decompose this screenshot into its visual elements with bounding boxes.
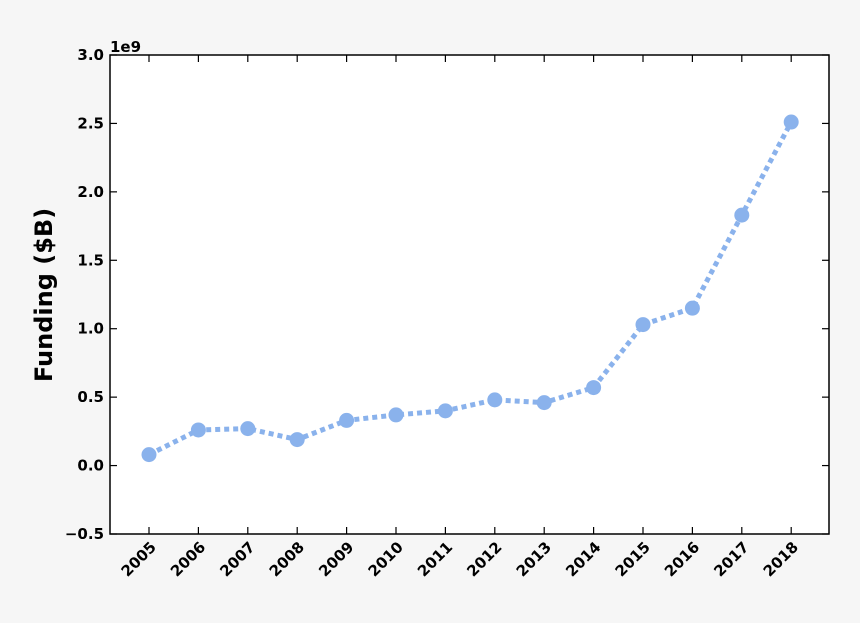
- data-point: [190, 422, 206, 438]
- x-tick-label: 2013: [513, 538, 555, 580]
- data-point: [437, 403, 453, 419]
- x-tick-label: 2008: [266, 538, 308, 580]
- x-tick-label: 2010: [365, 538, 407, 580]
- data-point: [289, 432, 305, 448]
- data-point: [586, 380, 602, 396]
- x-tick-label: 2017: [710, 538, 752, 580]
- y-offset-label: 1e9: [110, 38, 141, 56]
- data-point: [734, 207, 750, 223]
- x-tick-label: 2015: [612, 538, 654, 580]
- x-tick-label: 2009: [315, 538, 357, 580]
- data-point: [487, 392, 503, 408]
- y-tick-label: 1.5: [77, 251, 104, 269]
- y-tick-label: 0.5: [77, 388, 104, 406]
- y-tick-label: −0.5: [65, 525, 104, 543]
- data-point: [635, 317, 651, 333]
- y-tick-label: 2.0: [77, 183, 104, 201]
- y-axis-label: Funding ($B): [30, 208, 58, 382]
- x-tick-label: 2016: [661, 538, 703, 580]
- data-point: [783, 114, 799, 130]
- data-point: [388, 407, 404, 423]
- x-tick-label: 2014: [562, 538, 604, 580]
- x-tick-label: 2007: [216, 538, 258, 580]
- x-tick-label: 2018: [760, 538, 802, 580]
- plot-frame: [109, 54, 830, 535]
- data-point: [240, 421, 256, 437]
- y-tick-label: 0.0: [77, 457, 104, 475]
- y-tick-label: 1.0: [77, 320, 104, 338]
- x-tick-label: 2011: [414, 538, 456, 580]
- y-tick-label: 3.0: [77, 46, 104, 64]
- y-tick-label: 2.5: [77, 114, 104, 132]
- x-tick-label: 2006: [167, 538, 209, 580]
- data-point: [339, 412, 355, 428]
- data-point: [684, 300, 700, 316]
- x-tick-label: 2005: [118, 538, 160, 580]
- data-point: [536, 395, 552, 411]
- x-tick-label: 2012: [463, 538, 505, 580]
- data-point: [141, 447, 157, 463]
